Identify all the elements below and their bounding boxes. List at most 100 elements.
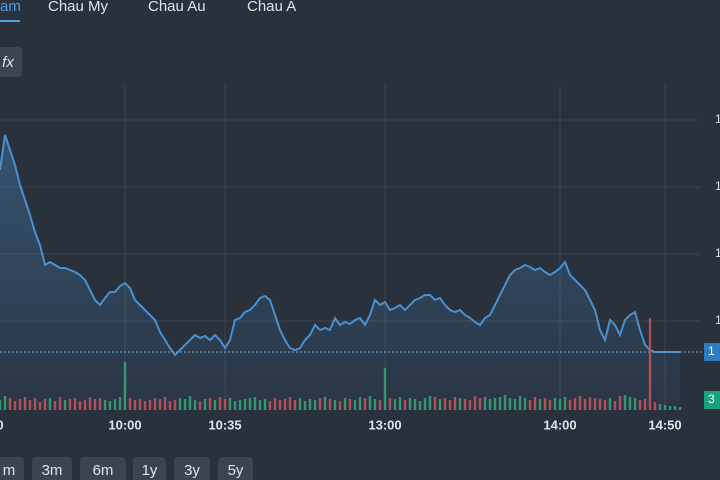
volume-bar bbox=[668, 406, 672, 410]
volume-bar bbox=[68, 399, 72, 410]
range-label: 3y bbox=[184, 462, 200, 479]
volume-bar bbox=[188, 396, 192, 410]
volume-bar bbox=[533, 397, 537, 410]
volume-bar bbox=[358, 397, 362, 410]
volume-bar bbox=[103, 400, 107, 410]
volume-bar bbox=[588, 397, 592, 410]
volume-bar bbox=[518, 396, 522, 410]
tab[interactable]: am bbox=[0, 0, 21, 15]
volume-bar bbox=[3, 396, 7, 410]
volume-bar bbox=[183, 399, 187, 410]
volume-bar bbox=[13, 401, 17, 410]
volume-bar bbox=[348, 399, 352, 410]
price-badge bbox=[704, 343, 720, 361]
volume-bar bbox=[433, 397, 437, 410]
volume-bar bbox=[53, 401, 57, 410]
volume-bar bbox=[403, 400, 407, 410]
volume-bar bbox=[493, 398, 497, 410]
x-tick-label: 14:50 bbox=[648, 417, 681, 432]
volume-bar bbox=[18, 399, 22, 410]
range-label: 6m bbox=[93, 462, 114, 479]
volume-bar bbox=[288, 397, 292, 410]
volume-bar bbox=[213, 400, 217, 410]
range-label: m bbox=[3, 462, 16, 479]
volume-bar bbox=[343, 398, 347, 410]
volume-bar bbox=[653, 402, 657, 410]
volume-bar bbox=[273, 398, 277, 410]
fx-button[interactable] bbox=[0, 47, 22, 77]
volume-bar bbox=[568, 400, 572, 410]
volume-bar bbox=[223, 399, 227, 410]
volume-bar bbox=[538, 399, 542, 410]
volume-badge bbox=[704, 391, 720, 409]
tab[interactable]: Chau Au bbox=[148, 0, 206, 15]
volume-bar bbox=[463, 399, 467, 410]
volume-bar bbox=[643, 399, 647, 410]
volume-bar bbox=[663, 405, 667, 410]
volume-bar bbox=[453, 397, 457, 410]
tab[interactable]: Chau A bbox=[247, 0, 296, 15]
volume-bar bbox=[338, 401, 342, 410]
volume-bar bbox=[393, 399, 397, 410]
volume-bar bbox=[218, 397, 222, 410]
volume-bar bbox=[48, 398, 52, 410]
volume-bar bbox=[583, 399, 587, 410]
volume-bar bbox=[558, 399, 562, 410]
volume-bar bbox=[233, 401, 237, 410]
volume-bar bbox=[263, 399, 267, 410]
volume-bar bbox=[448, 400, 452, 410]
volume-bar bbox=[193, 400, 197, 410]
range-button[interactable] bbox=[32, 457, 72, 480]
volume-bar bbox=[98, 398, 102, 410]
volume-bar bbox=[238, 400, 242, 410]
y-tick-label: 1 bbox=[715, 179, 720, 193]
volume-bar bbox=[553, 398, 557, 410]
volume-bar bbox=[513, 399, 517, 410]
volume-bar bbox=[28, 400, 32, 410]
volume-bar bbox=[578, 396, 582, 410]
volume-bar bbox=[593, 398, 597, 410]
volume-bar bbox=[258, 400, 262, 410]
range-button[interactable] bbox=[0, 457, 24, 480]
volume-bar bbox=[418, 401, 422, 410]
range-button[interactable] bbox=[80, 457, 126, 480]
volume-bar bbox=[228, 398, 232, 410]
volume-bar bbox=[488, 399, 492, 410]
volume-bar bbox=[438, 399, 442, 410]
volume-bar bbox=[38, 402, 42, 410]
range-button[interactable] bbox=[218, 457, 253, 480]
fx-label: fx bbox=[2, 54, 14, 71]
x-tick-label: 10:35 bbox=[208, 417, 241, 432]
volume-bar bbox=[0, 400, 2, 410]
volume-bar bbox=[198, 401, 202, 410]
volume-bar bbox=[243, 399, 247, 410]
range-button[interactable] bbox=[174, 457, 210, 480]
volume-bar bbox=[283, 399, 287, 410]
plot: 1 1 1 1 0 10:00 10:35 13:00 14:00 14:50 1 3 bbox=[0, 85, 720, 432]
volume-bar bbox=[508, 398, 512, 410]
volume-bar bbox=[563, 397, 567, 410]
volume-bar bbox=[158, 399, 162, 410]
price-badge-text: 1 bbox=[708, 344, 715, 358]
volume-bar bbox=[363, 398, 367, 410]
volume-bar bbox=[303, 401, 307, 410]
volume-bar bbox=[178, 398, 182, 410]
volume-bar bbox=[208, 398, 212, 410]
volume-bar bbox=[73, 398, 77, 410]
volume-bar bbox=[148, 400, 152, 410]
tab[interactable]: Chau My bbox=[48, 0, 109, 15]
volume-bar bbox=[658, 404, 662, 410]
volume-bar bbox=[173, 400, 177, 410]
volume-bar bbox=[33, 398, 37, 410]
tab-underline bbox=[0, 20, 20, 22]
volume-bar bbox=[248, 398, 252, 410]
volume-bar bbox=[603, 400, 607, 410]
volume-bar bbox=[598, 399, 602, 410]
volume-bar bbox=[473, 396, 477, 410]
volume-bar bbox=[383, 368, 387, 410]
range-button[interactable] bbox=[133, 457, 166, 480]
range-label: 5y bbox=[228, 462, 244, 479]
volume-bar bbox=[168, 401, 172, 410]
volume-bar bbox=[123, 362, 127, 410]
